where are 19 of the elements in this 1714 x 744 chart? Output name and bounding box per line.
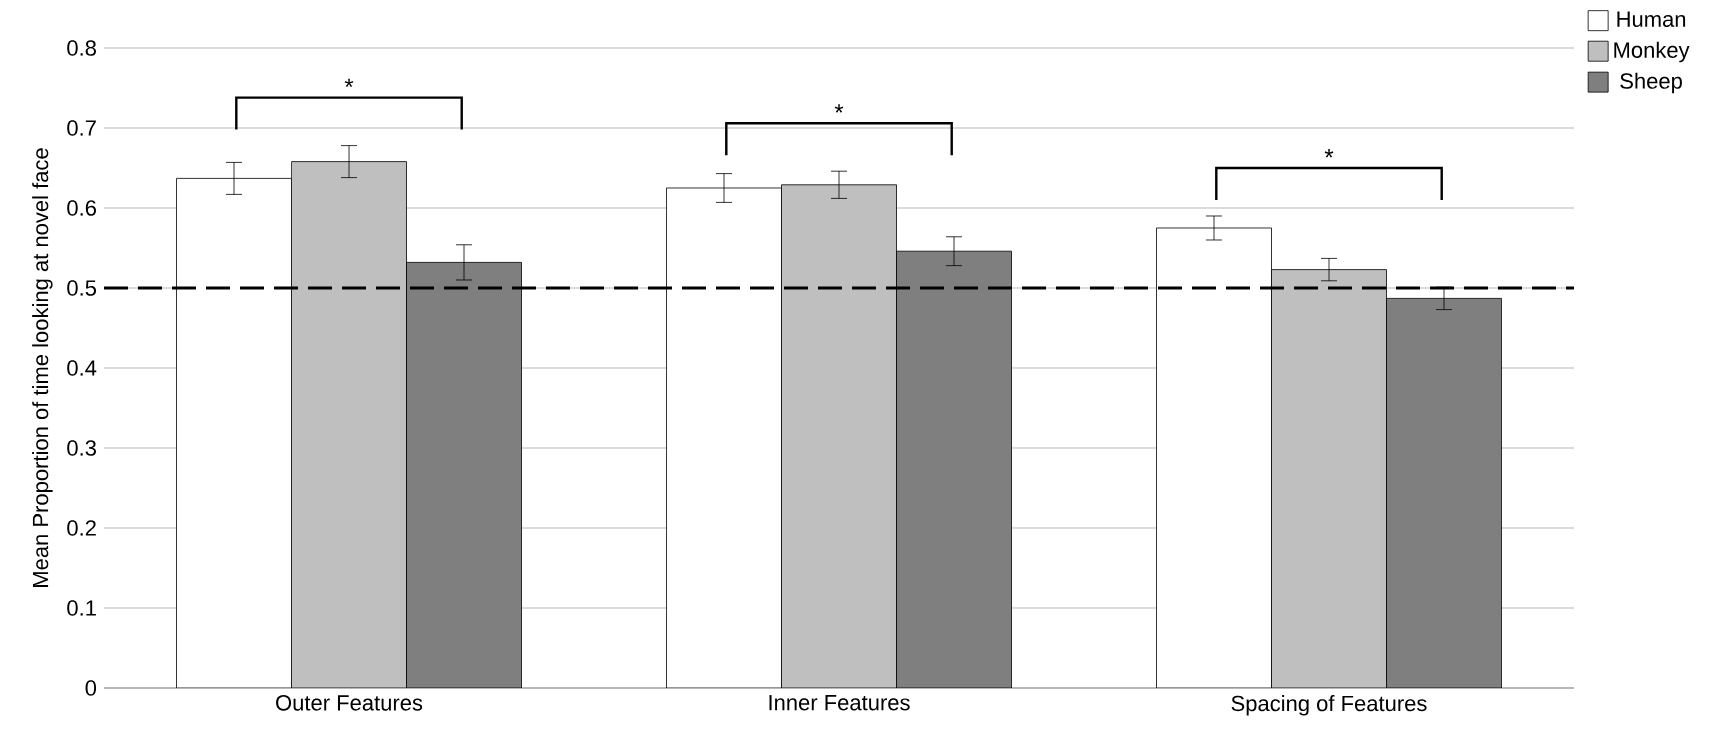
annotation: * (1324, 149, 1334, 158)
y-tick-label: 0.8 (67, 40, 96, 56)
y-tick-label: 0.1 (67, 600, 96, 616)
annotation: * (834, 104, 844, 113)
x-tick-label: Spacing of Features (1231, 695, 1427, 716)
x-tick-label: Outer Features (276, 695, 423, 711)
legend-label: Human (1617, 11, 1686, 27)
y-axis-title: Mean Proportion of time looking at novel face (32, 148, 53, 587)
annotation: * (344, 78, 354, 88)
y-tick-label: 0 (85, 680, 97, 696)
y-tick-label: 0.5 (67, 280, 97, 296)
y-tick-label: 0.2 (67, 520, 96, 536)
legend-label: Sheep (1620, 72, 1682, 94)
x-tick-label: Inner Features (769, 695, 910, 711)
y-tick-label: 0.4 (67, 360, 97, 376)
y-tick-label: 0.6 (67, 200, 96, 216)
y-tick-label: 0.3 (67, 440, 96, 456)
legend-label: Monkey (1614, 41, 1690, 63)
y-tick-label: 0.7 (67, 120, 96, 136)
